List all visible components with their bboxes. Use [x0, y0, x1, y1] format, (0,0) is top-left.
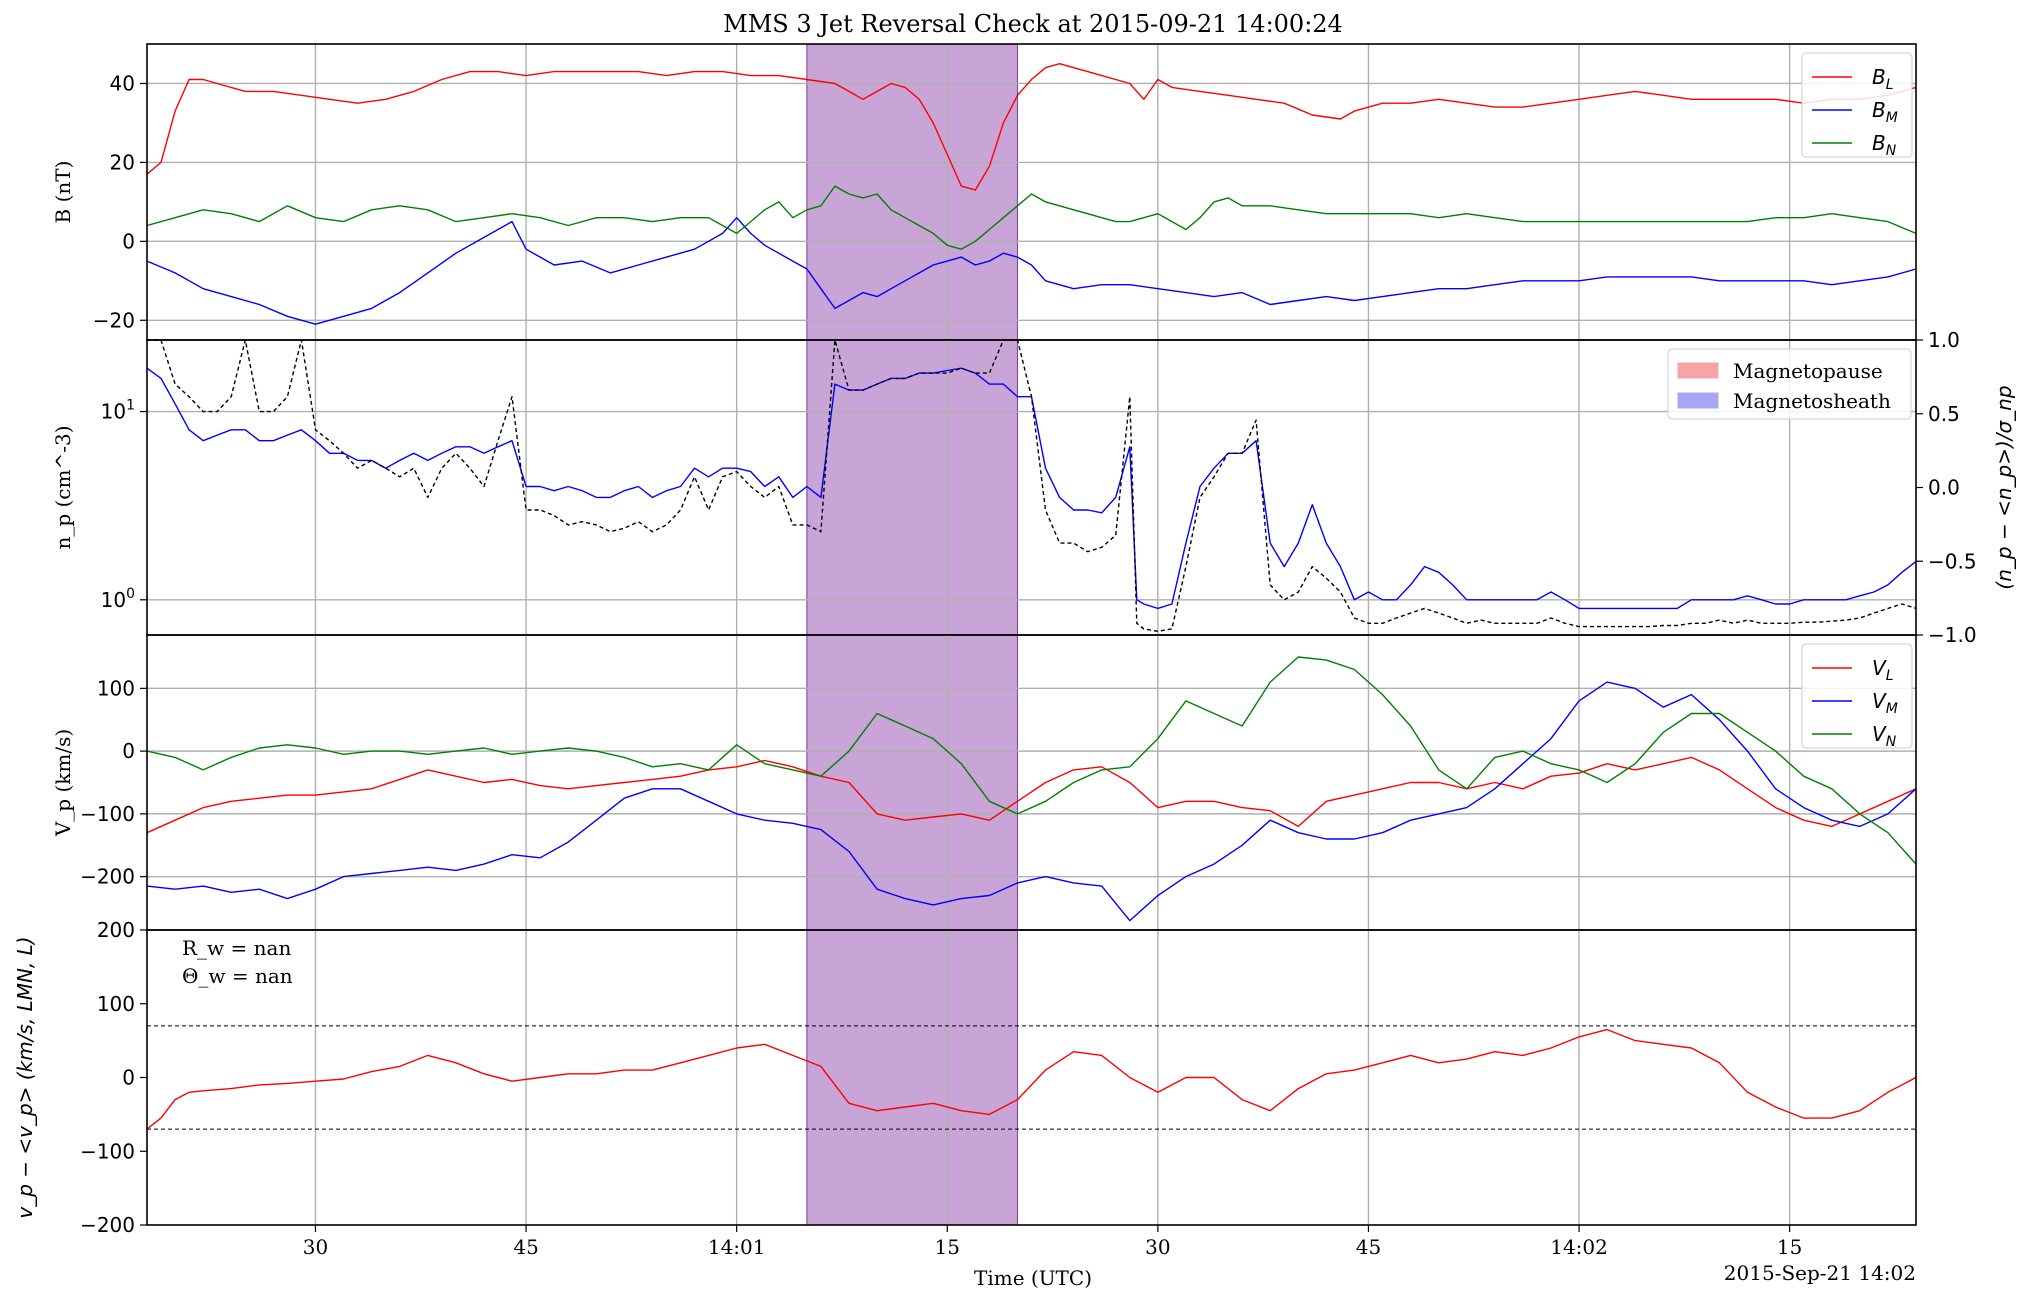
y-tick-label: −200 [80, 1213, 135, 1237]
y-tick-label: −20 [93, 308, 135, 332]
y-tick-label: 0 [122, 739, 135, 763]
legend-label: VL [1872, 656, 1894, 684]
y-tick-label: −200 [80, 865, 135, 889]
series-line-B-2 [146, 185, 1917, 250]
panel-B: 40 20 0 −20 BL BM BN B (nT) [51, 43, 1917, 341]
y-right-axis-label: (n_p − <n_p>)/σ_np [1992, 385, 2016, 589]
y-tick-label: 0 [122, 229, 135, 253]
y-axis-label: B (nT) [51, 161, 75, 224]
x-tick-label: 45 [513, 1235, 538, 1259]
y-right-tick-label: −0.5 [1928, 549, 1977, 573]
panel-frame [146, 339, 1917, 636]
panel-frame [146, 43, 1917, 341]
series-line-Vp-2 [146, 656, 1917, 865]
annotation: Θ_w = nan [182, 964, 293, 988]
panel-Vp: 100 0 −100 −200 VL VM VN V_p (km/s) [51, 634, 1917, 931]
y-axis-label: v_p − <v_p> (km/s, LMN, L) [13, 936, 37, 1218]
y-right-tick-label: 0.0 [1928, 476, 1960, 500]
legend-label: VN [1872, 722, 1897, 750]
y-axis-label: V_p (km/s) [51, 729, 75, 837]
y-right-tick-label: 1.0 [1928, 328, 1960, 352]
figure-title: MMS 3 Jet Reversal Check at 2015-09-21 1… [723, 10, 1343, 38]
legend-swatch [1677, 362, 1719, 379]
panel-dV: 200 100 0 −100 −200 R_w = nan Θ_w = nan v_p − <… [13, 918, 1917, 1237]
y-tick-label: 40 [110, 71, 135, 95]
panel-frame [146, 634, 1917, 931]
y-tick-label: 100 [97, 992, 135, 1016]
series-line-Vp-1 [146, 681, 1917, 922]
legend-label: Magnetopause [1733, 359, 1883, 383]
series-line-dV-0 [146, 1028, 1917, 1130]
y-tick-label: −100 [80, 1139, 135, 1163]
series-line-np-0 [146, 367, 1917, 610]
series-line-B-1 [146, 216, 1917, 325]
series-line-B-0 [146, 63, 1917, 191]
x-axis-label: Time (UTC) [974, 1266, 1092, 1290]
legend-label: BL [1872, 65, 1894, 93]
x-tick-label: 14:02 [1550, 1235, 1608, 1259]
legend-box [1667, 348, 1912, 420]
annotation: R_w = nan [182, 936, 291, 960]
series-line-Vp-0 [146, 756, 1917, 834]
y-right-tick-label: −1.0 [1928, 623, 1977, 647]
highlight-band [806, 339, 1018, 636]
highlight-band [806, 43, 1018, 341]
legend-label: BN [1872, 131, 1897, 159]
x-tick-label: 30 [303, 1235, 328, 1259]
legend-label: VM [1872, 689, 1898, 717]
y-right-tick-label: 0.5 [1928, 402, 1960, 426]
legend-box [1801, 643, 1913, 749]
series-line-np-1 [147, 339, 1917, 632]
y-axis-label: n_p (cm^-3) [51, 425, 75, 549]
shared-x-axis: 30 45 14:01 15 30 45 14:02 15 [303, 1225, 1802, 1259]
y-tick-label: 0 [122, 1066, 135, 1090]
date-label: 2015-Sep-21 14:02 [1724, 1261, 1916, 1285]
y-tick-label: 200 [97, 918, 135, 942]
y-tick-label: −100 [80, 802, 135, 826]
legend-swatch [1677, 392, 1719, 409]
panel-np: 101 100 1.0 0.5 0.0 −0.5 −1.0 (n_p − <n_p>)/σ_n… [51, 328, 2016, 647]
legend-box [1801, 52, 1913, 158]
panel-frame [146, 929, 1917, 1226]
highlight-band [806, 929, 1018, 1226]
legend-label: Magnetosheath [1733, 389, 1891, 413]
x-tick-label: 14:01 [708, 1235, 766, 1259]
y-tick-label: 101 [101, 398, 135, 424]
x-tick-label: 15 [1777, 1235, 1802, 1259]
x-tick-label: 15 [935, 1235, 960, 1259]
y-tick-label: 100 [97, 676, 135, 700]
x-tick-label: 30 [1145, 1235, 1170, 1259]
x-tick-label: 45 [1356, 1235, 1381, 1259]
legend-label: BM [1872, 98, 1898, 126]
y-tick-label: 100 [101, 586, 135, 612]
highlight-band [806, 634, 1018, 931]
y-tick-label: 20 [110, 150, 135, 174]
